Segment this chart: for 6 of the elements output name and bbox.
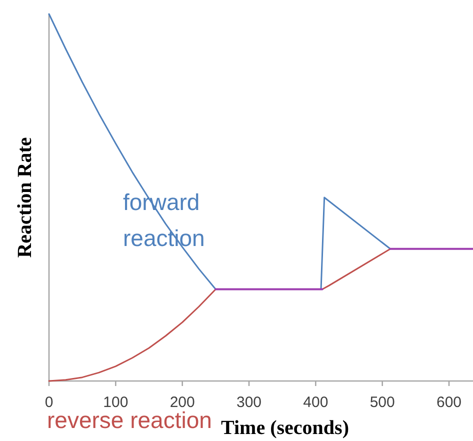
x-axis-title: Time (seconds) <box>221 417 349 439</box>
x-tick-label: 300 <box>236 394 262 411</box>
x-tick-label: 500 <box>370 394 395 411</box>
y-axis-title: Reaction Rate <box>14 137 36 258</box>
x-tick-label: 400 <box>303 394 328 411</box>
x-tick-label: 600 <box>436 394 462 411</box>
